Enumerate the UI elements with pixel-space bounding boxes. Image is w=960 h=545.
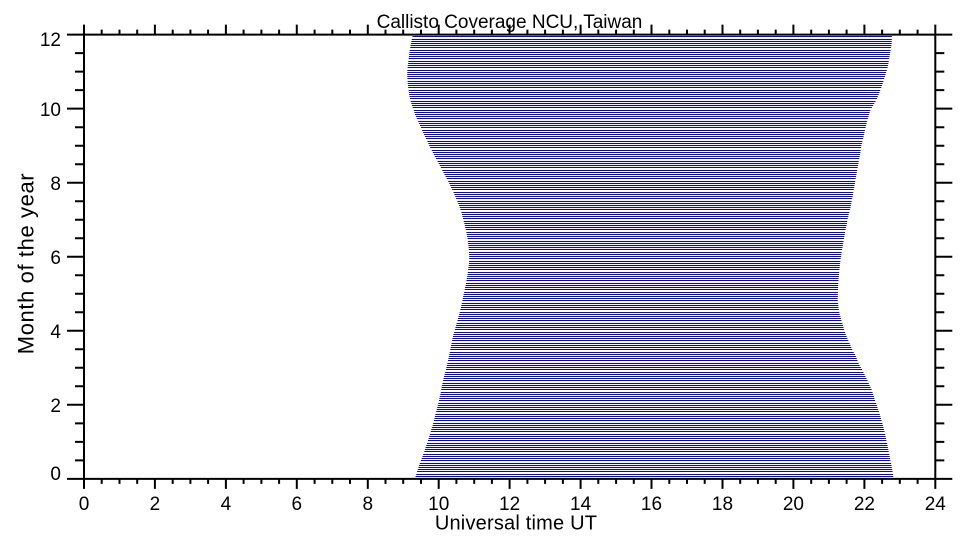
svg-text:18: 18 (712, 494, 733, 515)
svg-text:4: 4 (221, 494, 232, 515)
svg-text:22: 22 (854, 494, 875, 515)
svg-text:0: 0 (79, 494, 90, 515)
svg-text:Universal time UT: Universal time UT (435, 513, 597, 535)
svg-text:10: 10 (40, 100, 61, 121)
svg-text:2: 2 (50, 396, 61, 417)
svg-text:24: 24 (925, 494, 947, 515)
svg-text:Callisto Coverage NCU, Taiwan: Callisto Coverage NCU, Taiwan (377, 12, 643, 33)
svg-text:16: 16 (641, 494, 662, 515)
svg-text:6: 6 (292, 494, 303, 515)
svg-text:Month of the year: Month of the year (14, 173, 39, 354)
svg-text:8: 8 (50, 174, 61, 195)
svg-text:20: 20 (783, 494, 804, 515)
svg-text:0: 0 (50, 464, 61, 485)
svg-text:2: 2 (150, 494, 161, 515)
svg-text:8: 8 (363, 494, 374, 515)
svg-text:4: 4 (50, 322, 61, 343)
svg-text:6: 6 (50, 248, 61, 269)
svg-text:12: 12 (499, 494, 520, 515)
svg-text:10: 10 (428, 494, 449, 515)
svg-text:14: 14 (570, 494, 592, 515)
svg-text:12: 12 (40, 30, 61, 51)
